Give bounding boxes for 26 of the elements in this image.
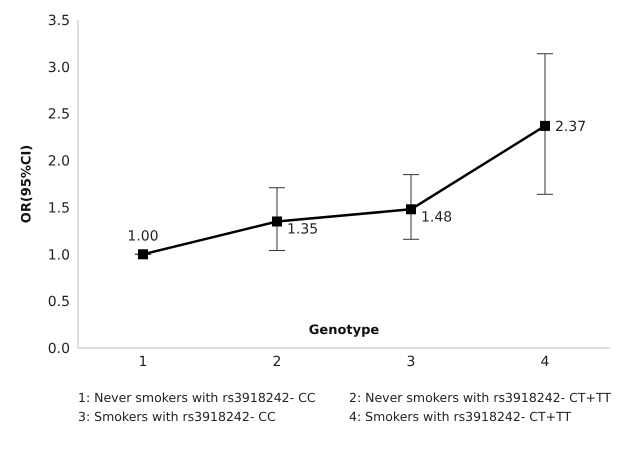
- x-tick-label: 1: [138, 354, 148, 370]
- y-tick-label: 1.5: [48, 200, 70, 216]
- point: [540, 120, 550, 131]
- point: [138, 249, 148, 260]
- text: 1: Never smokers with rs3918242- CC: [78, 389, 317, 407]
- text: 4: Smokers with rs3918242- CT+TT: [349, 408, 572, 426]
- y-tick-label: 3.5: [48, 12, 70, 29]
- text: 3: Smokers with rs3918242- CC: [78, 408, 277, 426]
- y-axis-title: OR(95%CI): [20, 144, 35, 224]
- x-tick-label: 2: [272, 354, 282, 370]
- x-tick-label: 3: [406, 354, 416, 370]
- y-tick-label: 3.0: [48, 60, 70, 76]
- y-tick-label: 1.0: [48, 247, 70, 264]
- y-tick-label: 0.5: [48, 294, 70, 310]
- point: [406, 204, 416, 214]
- x-axis-title: Genotype: [308, 323, 380, 338]
- y-tick-label: 2.0: [48, 154, 70, 170]
- x-tick-label: 4: [540, 354, 550, 370]
- data-label: 1.35: [287, 221, 318, 238]
- data-label: 1.48: [421, 209, 452, 226]
- data-label: 2.37: [555, 118, 586, 135]
- data-label: 1.00: [127, 228, 159, 244]
- y-tick-label: 0.0: [48, 340, 70, 357]
- point: [272, 216, 282, 226]
- y-tick-label: 2.5: [48, 106, 70, 123]
- text: 2: Never smokers with rs3918242- CT+TT: [349, 389, 612, 407]
